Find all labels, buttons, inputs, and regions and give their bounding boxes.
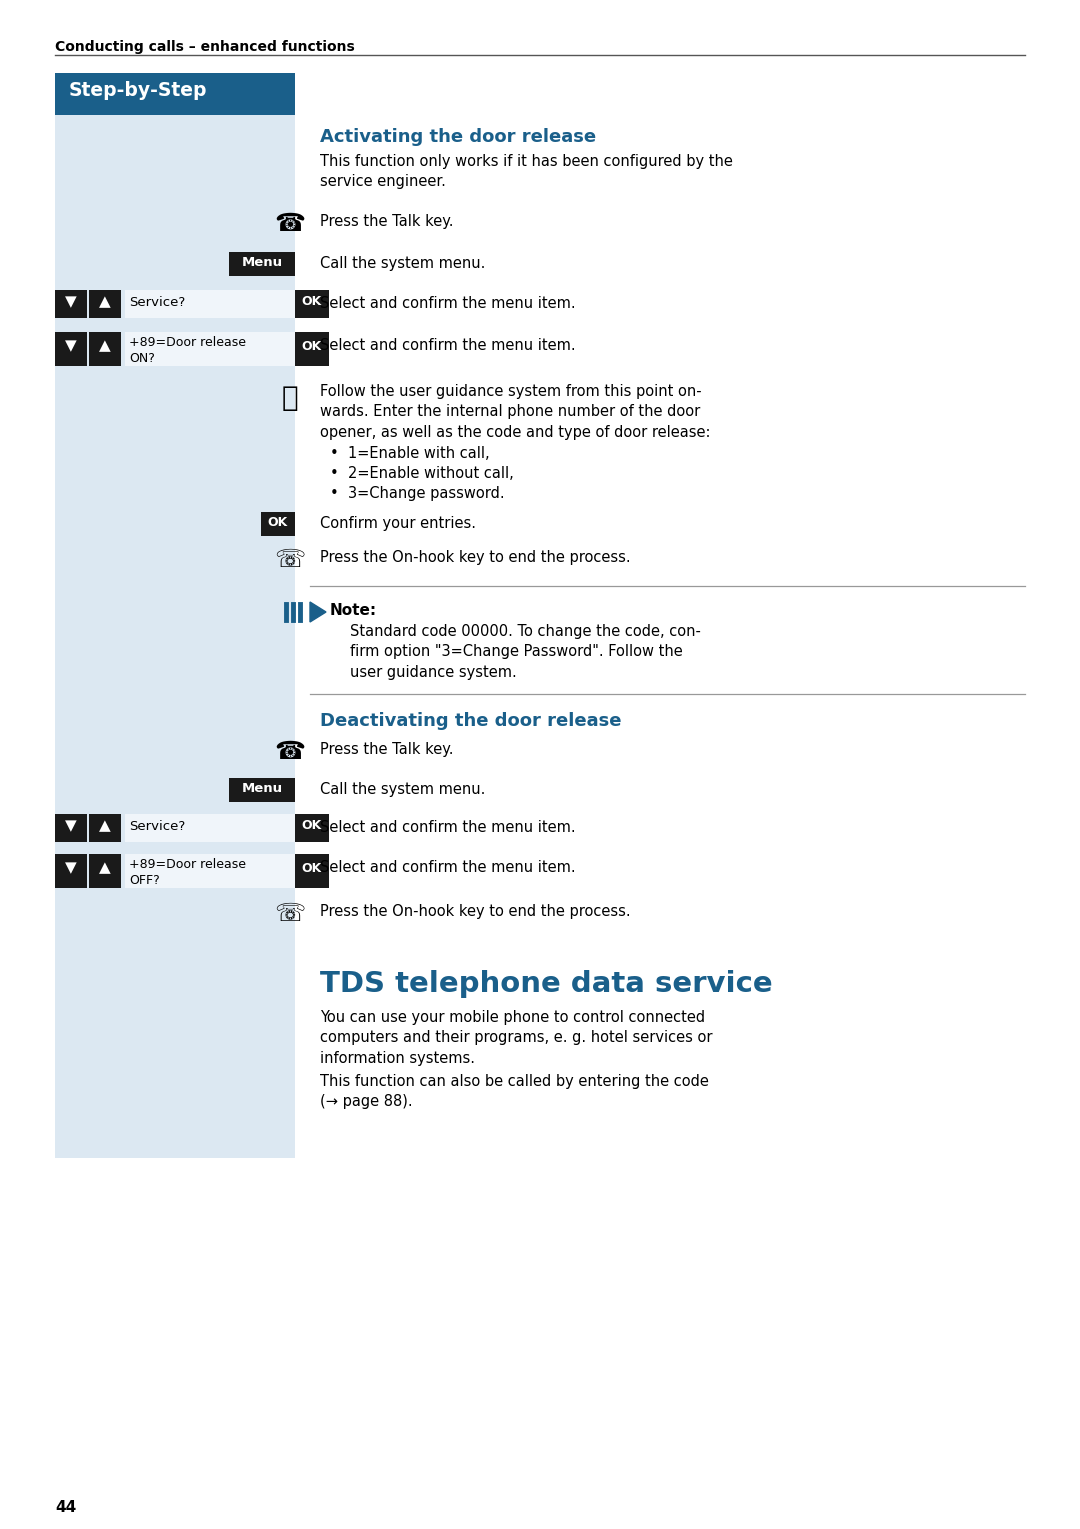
Bar xyxy=(55,813,87,842)
Text: Call the system menu.: Call the system menu. xyxy=(320,781,485,797)
Bar xyxy=(261,512,295,537)
Text: ▲: ▲ xyxy=(99,859,111,875)
Text: Select and confirm the menu item.: Select and confirm the menu item. xyxy=(320,338,576,353)
Text: ▼: ▼ xyxy=(65,859,77,875)
Text: Menu: Menu xyxy=(242,781,283,795)
Text: ☏: ☏ xyxy=(274,902,306,927)
Text: Note:: Note: xyxy=(330,602,377,618)
Text: ☎: ☎ xyxy=(274,213,306,235)
Bar xyxy=(125,291,295,318)
Text: ☎: ☎ xyxy=(274,740,306,764)
Text: Step-by-Step: Step-by-Step xyxy=(69,81,207,99)
Text: ▼: ▼ xyxy=(65,294,77,309)
Bar xyxy=(295,813,329,842)
Text: You can use your mobile phone to control connected
computers and their programs,: You can use your mobile phone to control… xyxy=(320,1011,713,1066)
Text: Activating the door release: Activating the door release xyxy=(320,128,596,145)
Text: Standard code 00000. To change the code, con-
firm option "3=Change Password". F: Standard code 00000. To change the code,… xyxy=(350,624,701,680)
Bar xyxy=(125,813,295,842)
Text: Service?: Service? xyxy=(129,820,186,833)
Text: ▲: ▲ xyxy=(99,294,111,309)
Bar xyxy=(55,291,87,318)
Polygon shape xyxy=(310,602,326,622)
Bar xyxy=(229,778,295,803)
Text: +89=Door release
ON?: +89=Door release ON? xyxy=(129,336,246,365)
Bar xyxy=(89,813,121,842)
Text: +89=Door release
OFF?: +89=Door release OFF? xyxy=(129,858,246,887)
Bar xyxy=(89,332,121,365)
Text: TDS telephone data service: TDS telephone data service xyxy=(320,969,772,998)
Bar xyxy=(125,855,295,888)
Text: Press the On-hook key to end the process.: Press the On-hook key to end the process… xyxy=(320,904,631,919)
Text: Select and confirm the menu item.: Select and confirm the menu item. xyxy=(320,297,576,310)
Text: Follow the user guidance system from this point on-
wards. Enter the internal ph: Follow the user guidance system from thi… xyxy=(320,384,711,440)
Text: Select and confirm the menu item.: Select and confirm the menu item. xyxy=(320,859,576,875)
Bar xyxy=(55,73,295,115)
Text: Call the system menu.: Call the system menu. xyxy=(320,255,485,271)
Text: OK: OK xyxy=(302,820,322,832)
Bar xyxy=(55,332,87,365)
Bar xyxy=(89,291,121,318)
Bar xyxy=(295,855,329,888)
Text: This function can also be called by entering the code
(→ page 88).: This function can also be called by ente… xyxy=(320,1073,708,1110)
Text: Confirm your entries.: Confirm your entries. xyxy=(320,515,476,531)
Text: This function only works if it has been configured by the
service engineer.: This function only works if it has been … xyxy=(320,154,733,190)
Text: ▼: ▼ xyxy=(65,338,77,353)
Text: ⌸: ⌸ xyxy=(282,384,298,411)
Bar xyxy=(55,73,295,1157)
Text: Conducting calls – enhanced functions: Conducting calls – enhanced functions xyxy=(55,40,354,54)
Text: •  2=Enable without call,: • 2=Enable without call, xyxy=(330,466,514,482)
Text: Menu: Menu xyxy=(242,255,283,269)
Text: OK: OK xyxy=(268,515,288,529)
Text: Service?: Service? xyxy=(129,297,186,309)
Bar xyxy=(125,332,295,365)
Bar xyxy=(295,291,329,318)
Text: OK: OK xyxy=(302,862,322,875)
Text: •  1=Enable with call,: • 1=Enable with call, xyxy=(330,446,489,462)
Bar xyxy=(295,332,329,365)
Bar xyxy=(89,855,121,888)
Text: •  3=Change password.: • 3=Change password. xyxy=(330,486,504,502)
Text: ▲: ▲ xyxy=(99,818,111,833)
Text: OK: OK xyxy=(302,339,322,353)
Bar xyxy=(229,252,295,277)
Text: 44: 44 xyxy=(55,1500,77,1515)
Text: ☏: ☏ xyxy=(274,547,306,572)
Text: Press the Talk key.: Press the Talk key. xyxy=(320,742,454,757)
Text: Press the On-hook key to end the process.: Press the On-hook key to end the process… xyxy=(320,550,631,566)
Text: Select and confirm the menu item.: Select and confirm the menu item. xyxy=(320,820,576,835)
Text: OK: OK xyxy=(302,295,322,307)
Text: ▼: ▼ xyxy=(65,818,77,833)
Bar xyxy=(55,855,87,888)
Text: ▲: ▲ xyxy=(99,338,111,353)
Text: Deactivating the door release: Deactivating the door release xyxy=(320,713,621,729)
Text: Press the Talk key.: Press the Talk key. xyxy=(320,214,454,229)
